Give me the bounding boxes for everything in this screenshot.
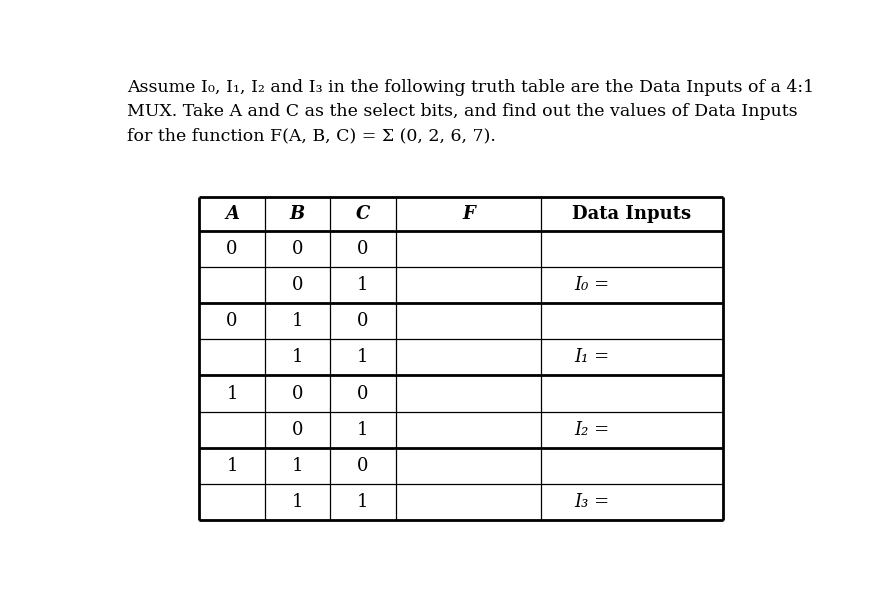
Text: F: F xyxy=(462,205,475,223)
Text: 0: 0 xyxy=(358,240,369,258)
Text: 1: 1 xyxy=(291,493,303,511)
Text: A: A xyxy=(225,205,239,223)
Text: 0: 0 xyxy=(291,421,303,439)
Text: 1: 1 xyxy=(291,457,303,475)
Text: 1: 1 xyxy=(226,457,238,475)
Text: 0: 0 xyxy=(226,312,238,330)
Text: Data Inputs: Data Inputs xyxy=(572,205,691,223)
Text: 0: 0 xyxy=(291,276,303,294)
Text: 0: 0 xyxy=(358,385,369,403)
Text: 0: 0 xyxy=(291,385,303,403)
Text: I₀ =: I₀ = xyxy=(574,276,609,294)
Text: 0: 0 xyxy=(291,240,303,258)
Text: 1: 1 xyxy=(291,349,303,367)
Text: 1: 1 xyxy=(358,421,369,439)
Text: 1: 1 xyxy=(226,385,238,403)
Text: I₃ =: I₃ = xyxy=(574,493,609,511)
Text: Assume I₀, I₁, I₂ and I₃ in the following truth table are the Data Inputs of a 4: Assume I₀, I₁, I₂ and I₃ in the followin… xyxy=(127,79,815,144)
Text: 1: 1 xyxy=(358,349,369,367)
Text: 1: 1 xyxy=(358,493,369,511)
Text: 0: 0 xyxy=(358,457,369,475)
Text: I₁ =: I₁ = xyxy=(574,349,609,367)
Text: 1: 1 xyxy=(291,312,303,330)
Text: 1: 1 xyxy=(358,276,369,294)
Text: 0: 0 xyxy=(226,240,238,258)
Text: B: B xyxy=(290,205,306,223)
Text: I₂ =: I₂ = xyxy=(574,421,609,439)
Text: C: C xyxy=(356,205,370,223)
Text: 0: 0 xyxy=(358,312,369,330)
